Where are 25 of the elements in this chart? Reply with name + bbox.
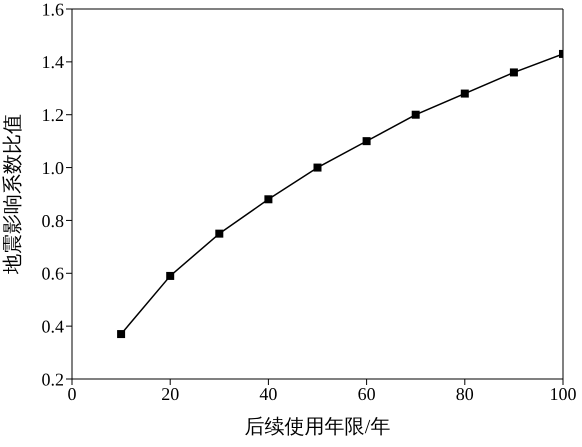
x-tick-label: 40 [259, 384, 278, 404]
x-axis-title: 后续使用年限/年 [244, 416, 390, 438]
x-tick-label: 80 [456, 384, 474, 404]
point [215, 230, 224, 238]
y-tick-label: 0.6 [42, 264, 64, 284]
point [314, 164, 322, 172]
y-axis-title: 地震影响系数比值 [2, 114, 24, 275]
point [117, 330, 126, 338]
y-tick-label: 1.4 [42, 52, 64, 72]
point [510, 68, 518, 76]
point [166, 272, 174, 280]
point [264, 195, 272, 204]
x-tick-label: 100 [550, 384, 576, 404]
x-tick-label: 20 [161, 384, 180, 404]
y-tick-label: 0.4 [42, 316, 64, 337]
y-tick-label: 1.0 [42, 158, 64, 178]
y-tick-label: 0.8 [42, 210, 64, 231]
x-tick-label: 60 [358, 384, 376, 404]
x-tick-label: 0 [68, 384, 76, 404]
y-tick-label: 1.2 [42, 105, 64, 126]
y-tick-label: 0.2 [42, 369, 64, 390]
point [362, 137, 371, 146]
y-tick-label: 1.6 [42, 0, 64, 20]
point [460, 90, 469, 98]
point [412, 110, 420, 119]
